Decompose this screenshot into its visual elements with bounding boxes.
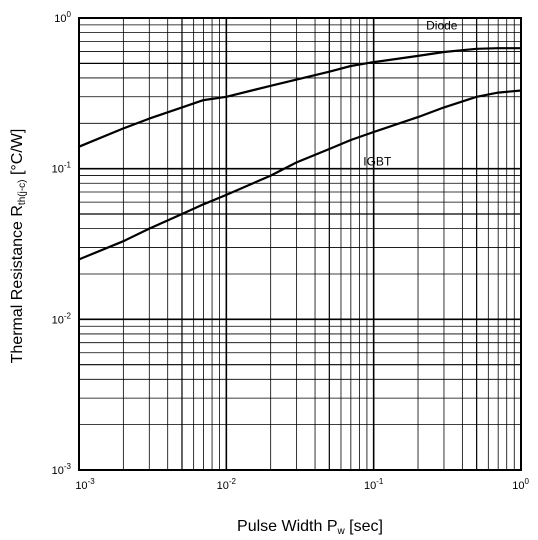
x-tick-label: 10-2: [217, 477, 237, 492]
series-line-igbt: [77, 89, 523, 261]
x-axis-title-main: Pulse Width P: [237, 518, 337, 535]
plot-frame: [78, 17, 522, 471]
y-tick-label: 10-1: [52, 161, 72, 176]
minor-grid: [79, 18, 521, 470]
y-axis-title-unit: [°C/W]: [9, 129, 26, 180]
x-axis-title-unit: [sec]: [345, 518, 383, 535]
major-grid: [78, 17, 522, 471]
y-tick-label: 10-2: [52, 311, 72, 326]
series-line-diode: [77, 47, 523, 148]
x-axis-title-sub: w: [337, 526, 346, 537]
y-tick-labels: 10-3 10-2 10-1 100: [52, 10, 72, 477]
y-axis-title-sub: th(j-c): [17, 180, 28, 206]
x-tick-labels: 10-3 10-2 10-1 100: [75, 477, 529, 492]
series-label-diode: Diode: [426, 18, 458, 32]
y-tick-label: 10-3: [52, 462, 72, 477]
x-axis-title: Pulse Width Pw [sec]: [237, 518, 383, 537]
x-tick-label: 10-1: [364, 477, 384, 492]
x-tick-label: 10-3: [75, 477, 95, 492]
y-axis-title-main: Thermal Resistance R: [9, 205, 26, 363]
x-tick-label: 100: [512, 477, 529, 492]
series-label-igbt: IGBT: [363, 154, 392, 168]
y-tick-label: 100: [54, 10, 71, 25]
series-layer: [77, 47, 523, 261]
y-axis-title: Thermal Resistance Rth(j-c) [°C/W]: [9, 129, 28, 364]
